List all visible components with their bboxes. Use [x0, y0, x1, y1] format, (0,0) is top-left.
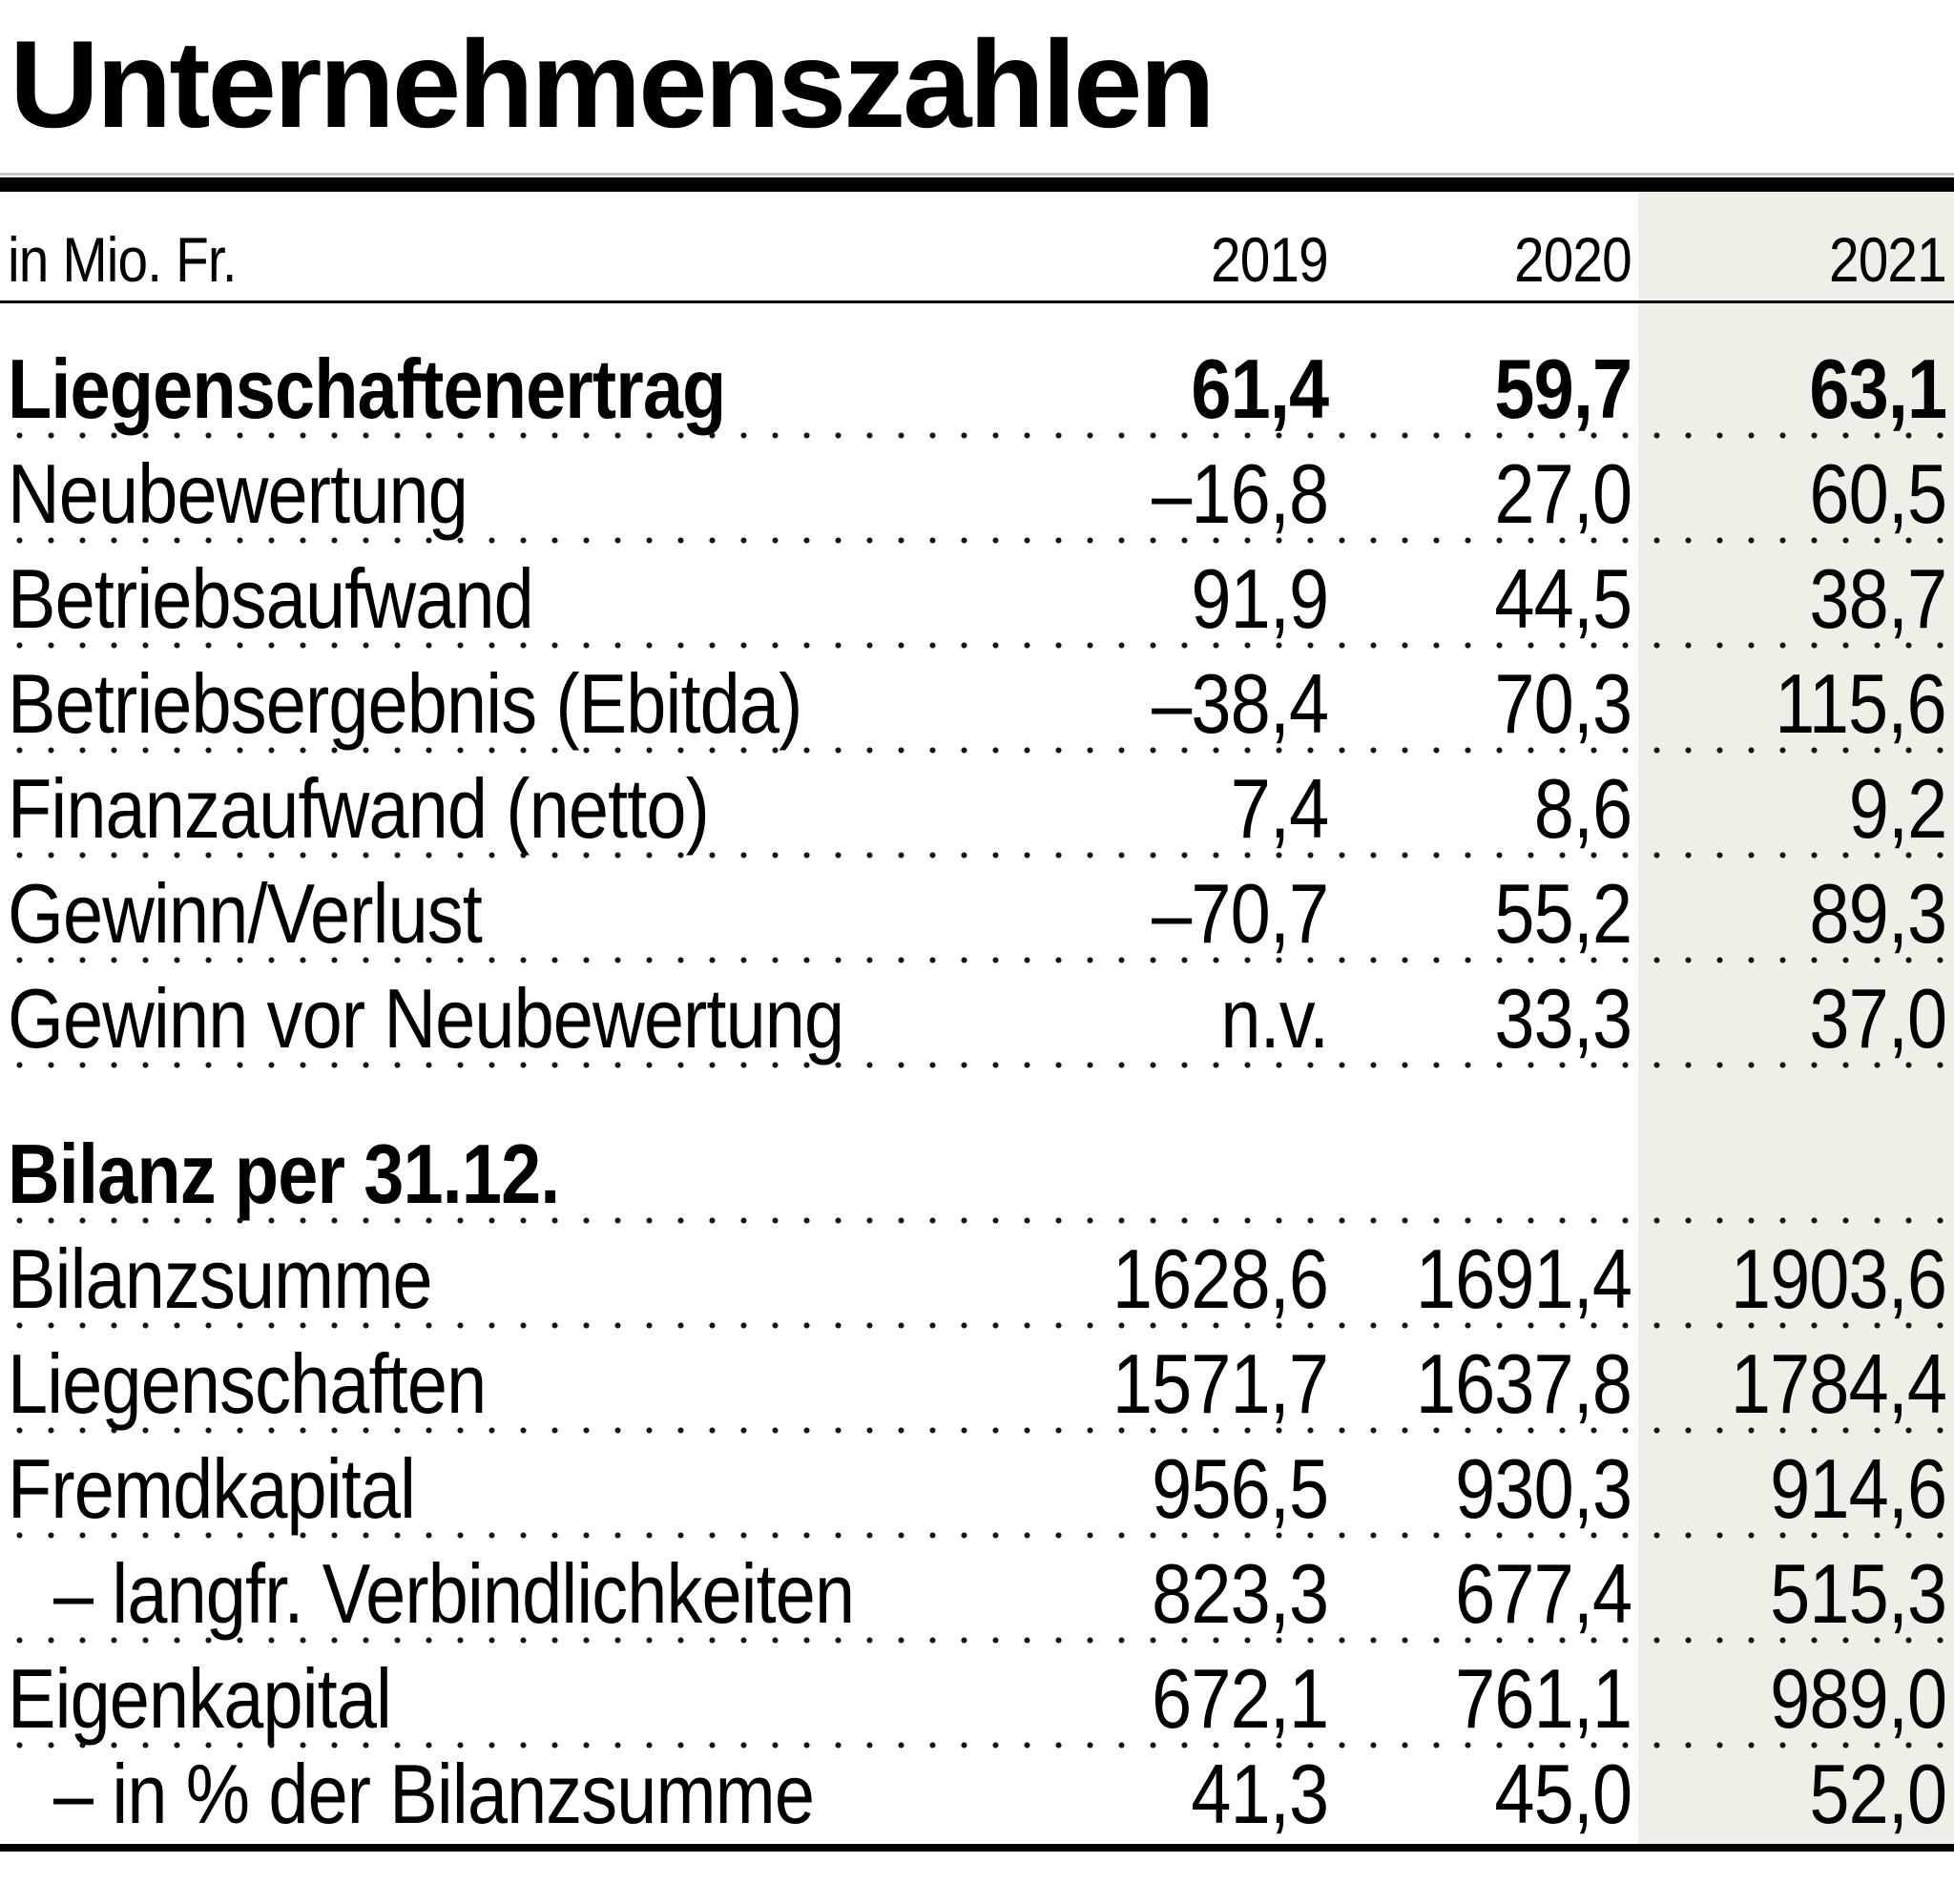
value-2021: 60,5	[1809, 445, 1947, 541]
value-2020: 70,3	[1494, 655, 1632, 751]
hairline-divider	[0, 172, 1954, 176]
value-2020: 1691,4	[1415, 1231, 1632, 1326]
row-label: Betriebsergebnis (Ebitda)	[8, 655, 802, 751]
value-2021	[1632, 1132, 1946, 1224]
value-2020: 45,0	[1494, 1746, 1632, 1841]
row-label: Gewinn/Verlust	[8, 865, 483, 961]
table-header-row: in Mio. Fr. 2019 2020 2021	[0, 192, 1954, 303]
table-row: Liegenschaftenertrag 61,4 59,7 63,1	[0, 303, 1954, 439]
row-label: Neubewertung	[8, 445, 468, 541]
value-2020: 55,2	[1494, 865, 1632, 961]
table-row: Liegenschaften 1571,7 1637,8 1784,4	[0, 1329, 1954, 1434]
value-2021: 89,3	[1809, 865, 1947, 961]
row-label: Bilanz per 31.12.	[8, 1126, 560, 1221]
row-label: Finanzaufwand (netto)	[8, 760, 710, 856]
value-2021: 1784,4	[1730, 1335, 1947, 1431]
figures-table: in Mio. Fr. 2019 2020 2021 Liegenschafte…	[0, 191, 1954, 1852]
value-2020: 59,7	[1494, 341, 1632, 436]
value-2020: 8,6	[1533, 760, 1632, 856]
table-row: Betriebsergebnis (Ebitda) –38,4 70,3 115…	[0, 649, 1954, 754]
table-row: Neubewertung –16,8 27,0 60,5	[0, 439, 1954, 544]
row-label: Betriebsaufwand	[8, 550, 534, 646]
value-2021: 914,6	[1769, 1440, 1947, 1536]
value-2021: 989,0	[1769, 1650, 1947, 1746]
value-2019: n.v.	[1220, 970, 1329, 1066]
value-2021: 9,2	[1848, 760, 1946, 856]
masthead: Unternehmenszahlen	[0, 0, 1954, 150]
table-body: Liegenschaftenertrag 61,4 59,7 63,1 Neub…	[0, 303, 1954, 1844]
value-2020: 44,5	[1494, 550, 1632, 646]
value-2019: –38,4	[1151, 655, 1329, 751]
value-2019: 672,1	[1151, 1650, 1329, 1746]
page-title: Unternehmenszahlen	[10, 14, 1216, 154]
value-2021: 52,0	[1809, 1746, 1947, 1841]
table-row: Bilanz per 31.12.	[0, 1068, 1954, 1224]
highlight-2021-column	[1638, 191, 1954, 1844]
unit-label: in Mio. Fr.	[8, 223, 238, 295]
row-label: Fremdkapital	[8, 1440, 416, 1536]
column-header-2019: 2019	[1211, 223, 1329, 295]
value-2019	[1013, 1132, 1328, 1224]
top-rule	[0, 176, 1954, 192]
value-2019: 61,4	[1191, 341, 1329, 436]
column-header-2021: 2021	[1829, 223, 1947, 295]
table-row: – langfr. Verbindlichkeiten 823,3 677,4 …	[0, 1539, 1954, 1644]
table-row: Bilanzsumme 1628,6 1691,4 1903,6	[0, 1224, 1954, 1329]
column-header-2020: 2020	[1514, 223, 1632, 295]
value-2019: 91,9	[1191, 550, 1329, 646]
value-2020: 930,3	[1454, 1440, 1632, 1536]
value-2019: 7,4	[1230, 760, 1328, 856]
table-row: – in % der Bilanzsumme 41,3 45,0 52,0	[0, 1749, 1954, 1844]
value-2019: 41,3	[1191, 1746, 1329, 1841]
value-2020	[1328, 1132, 1632, 1224]
value-2019: 956,5	[1151, 1440, 1329, 1536]
row-label: – langfr. Verbindlichkeiten	[53, 1545, 855, 1641]
value-2019: 1628,6	[1112, 1231, 1329, 1326]
value-2019: –16,8	[1151, 445, 1329, 541]
value-2021: 63,1	[1809, 341, 1947, 436]
table-row: Eigenkapital 672,1 761,1 989,0	[0, 1644, 1954, 1749]
value-2021: 515,3	[1769, 1545, 1947, 1641]
value-2021: 1903,6	[1730, 1231, 1947, 1326]
value-2020: 27,0	[1494, 445, 1632, 541]
table-row: Finanzaufwand (netto) 7,4 8,6 9,2	[0, 754, 1954, 859]
table-row: Betriebsaufwand 91,9 44,5 38,7	[0, 544, 1954, 649]
row-label: Liegenschaften	[8, 1335, 487, 1431]
value-2021: 115,6	[1775, 655, 1947, 751]
value-2020: 1637,8	[1415, 1335, 1632, 1431]
table-row: Gewinn vor Neubewertung n.v. 33,3 37,0	[0, 963, 1954, 1068]
value-2021: 38,7	[1809, 550, 1947, 646]
row-label: Bilanzsumme	[8, 1231, 433, 1326]
row-label: – in % der Bilanzsumme	[53, 1746, 815, 1841]
value-2019: –70,7	[1151, 865, 1329, 961]
value-2020: 33,3	[1494, 970, 1632, 1066]
value-2019: 1571,7	[1112, 1335, 1329, 1431]
value-2021: 37,0	[1809, 970, 1947, 1066]
table-row: Fremdkapital 956,5 930,3 914,6	[0, 1434, 1954, 1539]
value-2019: 823,3	[1151, 1545, 1329, 1641]
bottom-rule	[0, 1843, 1954, 1852]
value-2020: 761,1	[1454, 1650, 1632, 1746]
value-2020: 677,4	[1454, 1545, 1632, 1641]
table-row: Gewinn/Verlust –70,7 55,2 89,3	[0, 859, 1954, 963]
row-label: Eigenkapital	[8, 1650, 392, 1746]
row-label: Liegenschaftenertrag	[8, 341, 726, 436]
row-label: Gewinn vor Neubewertung	[8, 970, 844, 1066]
